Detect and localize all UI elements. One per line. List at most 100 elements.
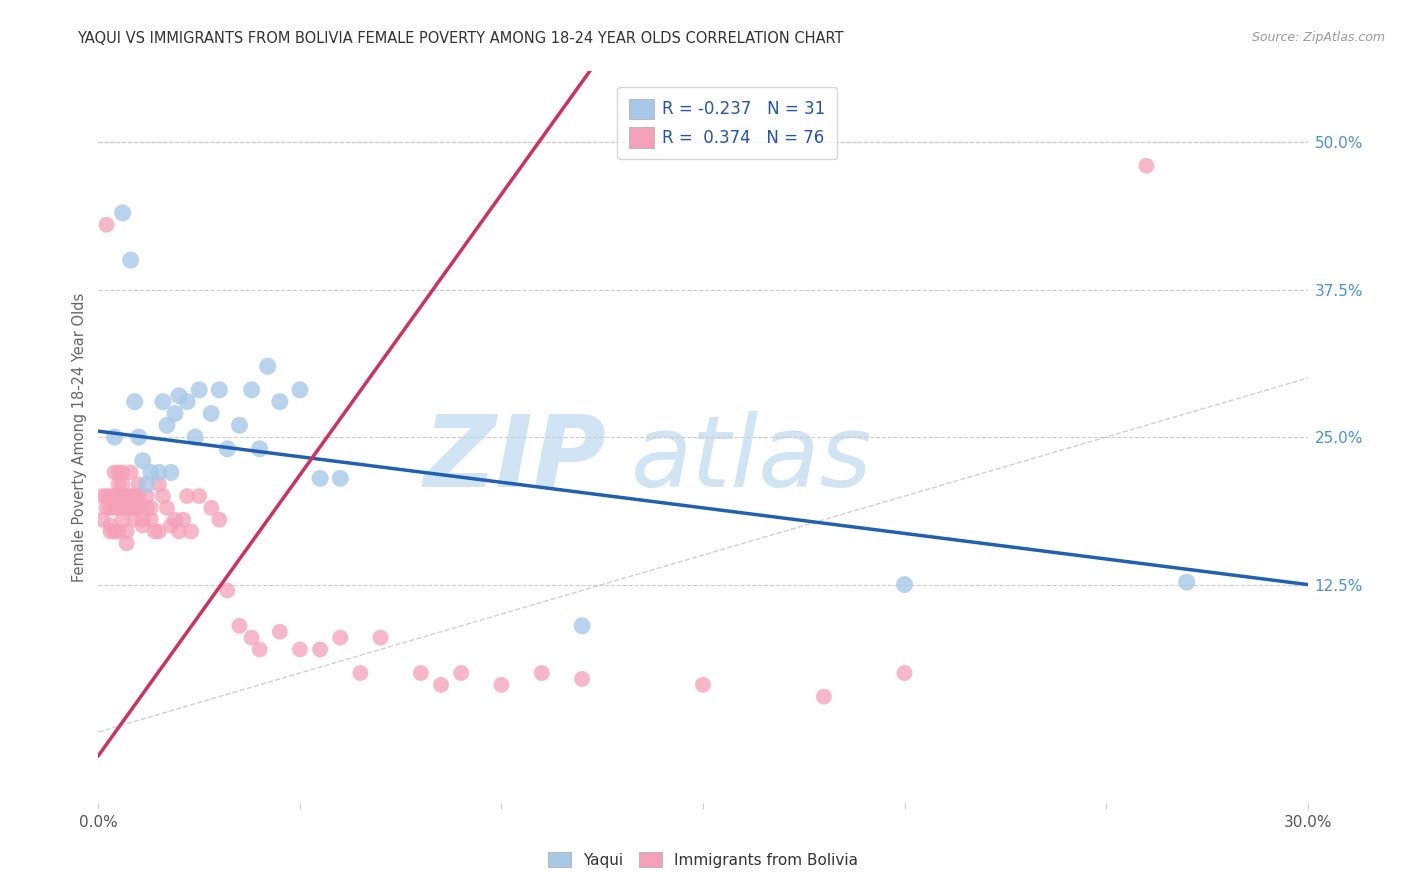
Point (188, 489, 211, 503)
Point (240, 383, 263, 397)
Point (156, 418, 179, 433)
Point (180, 524, 202, 539)
Point (139, 513, 162, 527)
Point (217, 583, 239, 598)
Point (176, 489, 198, 503)
Point (115, 500, 138, 515)
Point (176, 394, 198, 409)
Point (208, 513, 231, 527)
Point (160, 518, 183, 533)
Point (128, 489, 150, 503)
Point (167, 389, 190, 403)
Text: YAQUI VS IMMIGRANTS FROM BOLIVIA FEMALE POVERTY AMONG 18-24 YEAR OLDS CORRELATIO: YAQUI VS IMMIGRANTS FROM BOLIVIA FEMALE … (77, 31, 844, 46)
Point (288, 642, 311, 657)
Point (111, 513, 134, 527)
Point (124, 513, 146, 527)
Point (240, 631, 263, 645)
Point (120, 466, 142, 480)
Point (228, 418, 250, 433)
Point (103, 489, 125, 503)
Point (148, 524, 170, 539)
Point (111, 489, 134, 503)
Point (120, 253, 142, 268)
Point (107, 477, 129, 491)
Point (249, 642, 271, 657)
Point (103, 524, 125, 539)
Point (107, 500, 129, 515)
Point (115, 489, 138, 503)
Point (409, 666, 432, 681)
Point (163, 407, 186, 421)
Point (200, 407, 222, 421)
Text: atlas: atlas (630, 410, 872, 508)
Point (132, 513, 155, 527)
Point (124, 394, 146, 409)
Y-axis label: Female Poverty Among 18-24 Year Olds: Female Poverty Among 18-24 Year Olds (72, 293, 87, 582)
Point (120, 489, 142, 503)
Point (228, 619, 250, 633)
Point (893, 577, 915, 591)
Point (163, 513, 186, 527)
Point (256, 359, 278, 374)
Point (115, 524, 138, 539)
Point (111, 466, 134, 480)
Point (107, 524, 129, 539)
Point (148, 466, 170, 480)
Point (103, 430, 125, 444)
Point (571, 672, 593, 686)
Point (160, 466, 183, 480)
Point (91, 513, 114, 527)
Text: ZIP: ZIP (423, 410, 606, 508)
Point (249, 442, 271, 456)
Point (184, 430, 207, 444)
Point (107, 466, 129, 480)
Point (167, 524, 190, 539)
Point (111, 500, 134, 515)
Point (96, 489, 118, 503)
Point (107, 489, 129, 503)
Point (100, 518, 122, 533)
Point (111, 477, 134, 491)
Point (430, 678, 453, 692)
Point (813, 690, 835, 704)
Point (124, 489, 146, 503)
Point (571, 619, 593, 633)
Point (128, 477, 150, 491)
Point (135, 477, 157, 491)
Point (100, 500, 122, 515)
Legend: Yaqui, Immigrants from Bolivia: Yaqui, Immigrants from Bolivia (543, 846, 863, 873)
Point (152, 394, 174, 409)
Point (1135, 159, 1157, 173)
Point (530, 666, 553, 681)
Point (91, 489, 114, 503)
Point (491, 678, 513, 692)
Point (156, 500, 179, 515)
Point (152, 489, 174, 503)
Point (96, 218, 118, 232)
Point (115, 536, 138, 550)
Point (135, 489, 157, 503)
Point (124, 500, 146, 515)
Point (309, 642, 332, 657)
Point (1175, 575, 1198, 590)
Point (128, 500, 150, 515)
Point (172, 513, 194, 527)
Point (329, 631, 352, 645)
Point (148, 477, 170, 491)
Point (288, 383, 311, 397)
Point (100, 524, 122, 539)
Point (128, 430, 150, 444)
Text: Source: ZipAtlas.com: Source: ZipAtlas.com (1251, 31, 1385, 45)
Point (329, 471, 352, 485)
Point (208, 383, 231, 397)
Point (188, 383, 211, 397)
Point (217, 442, 239, 456)
Point (103, 500, 125, 515)
Point (143, 524, 166, 539)
Point (349, 666, 371, 681)
Point (139, 466, 162, 480)
Point (103, 466, 125, 480)
Point (96, 500, 118, 515)
Point (100, 489, 122, 503)
Point (132, 453, 155, 467)
